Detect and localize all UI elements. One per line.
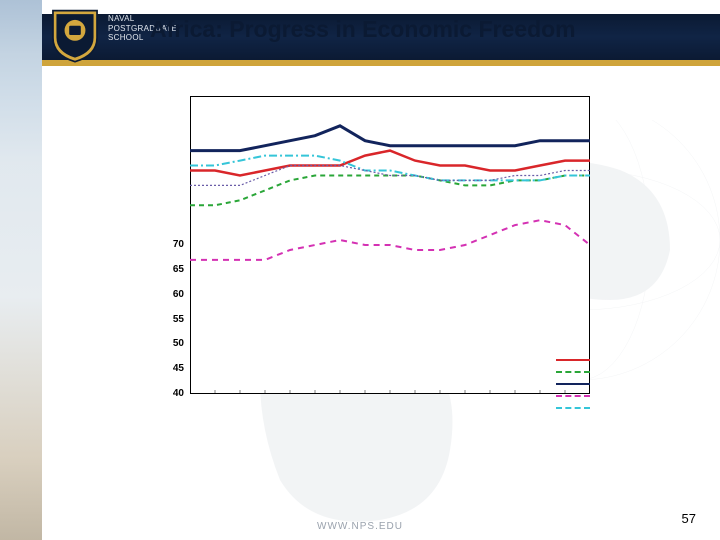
nps-shield-logo <box>46 6 104 64</box>
economic-freedom-chart: 70 65 60 55 50 45 40 <box>160 96 590 426</box>
legend-swatch <box>556 395 590 397</box>
legend-entry-cyan <box>556 402 590 414</box>
legend-swatch <box>556 371 590 373</box>
y-tick-label: 65 <box>160 264 184 275</box>
legend-entry-navy <box>556 378 590 390</box>
slide-title: Africa: Progress in Economic Freedom <box>150 16 700 43</box>
y-tick-label: 60 <box>160 289 184 300</box>
y-tick-label: 55 <box>160 314 184 325</box>
line-chart-plot <box>190 96 590 394</box>
chart-legend <box>556 354 590 414</box>
footer-url: WWW.NPS.EDU <box>0 521 720 532</box>
legend-entry-green <box>556 366 590 378</box>
legend-entry-red <box>556 354 590 366</box>
left-photo-strip <box>0 0 42 540</box>
legend-entry-magenta <box>556 390 590 402</box>
legend-swatch <box>556 407 590 409</box>
y-tick-label: 70 <box>160 239 184 250</box>
legend-swatch <box>556 383 590 385</box>
y-tick-label: 40 <box>160 388 184 399</box>
y-tick-label: 45 <box>160 363 184 374</box>
legend-swatch <box>556 359 590 361</box>
y-tick-label: 50 <box>160 338 184 349</box>
page-number: 57 <box>682 511 696 526</box>
